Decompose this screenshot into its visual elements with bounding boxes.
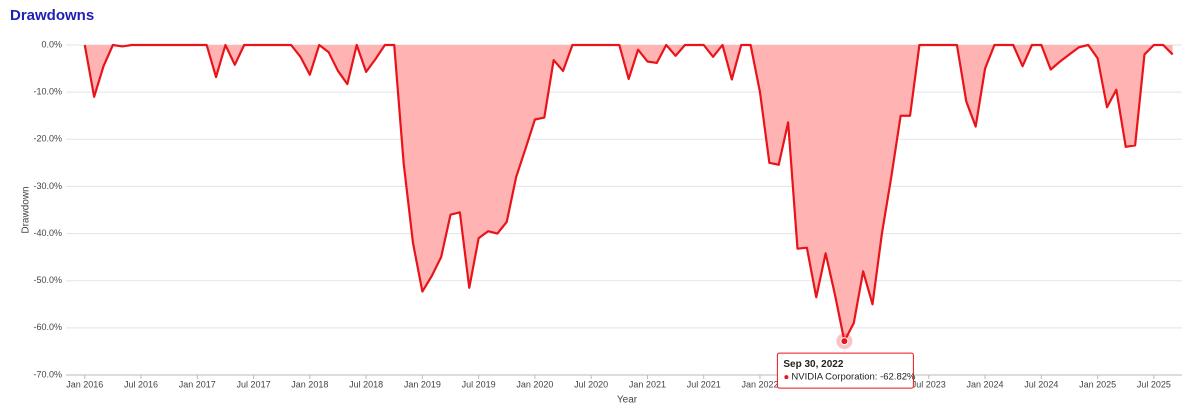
x-tick-label: Jan 2021 (629, 379, 666, 389)
y-tick-label: -30.0% (33, 181, 62, 191)
x-tick-label: Jul 2017 (237, 379, 271, 389)
hover-point (840, 337, 849, 346)
x-tick-label: Jul 2016 (124, 379, 158, 389)
x-tick-label: Jan 2025 (1079, 379, 1116, 389)
y-tick-label: -20.0% (33, 134, 62, 144)
x-tick-label: Jul 2025 (1137, 379, 1171, 389)
tooltip-box (776, 352, 914, 389)
x-tick-label: Jan 2016 (66, 379, 103, 389)
area-fill (84, 45, 1173, 342)
x-tick-label: Jan 2019 (404, 379, 441, 389)
x-tick-label: Jul 2023 (912, 379, 946, 389)
y-tick-label: -10.0% (33, 87, 62, 97)
y-tick-label: -60.0% (33, 322, 62, 332)
y-tick-label: -70.0% (33, 369, 62, 379)
drawdown-line (83, 43, 1174, 343)
x-tick-label: Jul 2020 (574, 379, 608, 389)
tooltip-text: NVIDIA Corporation: -62.82% (791, 372, 916, 383)
x-tick-label: Jul 2024 (1024, 379, 1058, 389)
x-tick-label: Jan 2018 (291, 379, 328, 389)
tooltip-title: Sep 30, 2022 (783, 359, 843, 370)
y-tick-label: -40.0% (33, 228, 62, 238)
x-tick-label: Jan 2020 (516, 379, 553, 389)
x-tick-label: Jan 2024 (967, 379, 1004, 389)
x-axis-label: Year (617, 395, 638, 406)
x-tick-label: Jul 2018 (349, 379, 383, 389)
y-tick-label: -50.0% (33, 275, 62, 285)
x-tick-label: Jan 2022 (741, 379, 778, 389)
chart-title: Drawdowns (10, 7, 94, 24)
tooltip-dot (784, 375, 789, 380)
y-axis-label: Drawdown (21, 186, 32, 233)
x-tick-label: Jan 2017 (179, 379, 216, 389)
y-tick-label: 0.0% (41, 39, 62, 49)
x-tick-label: Jul 2019 (462, 379, 496, 389)
x-tick-label: Jul 2021 (687, 379, 721, 389)
